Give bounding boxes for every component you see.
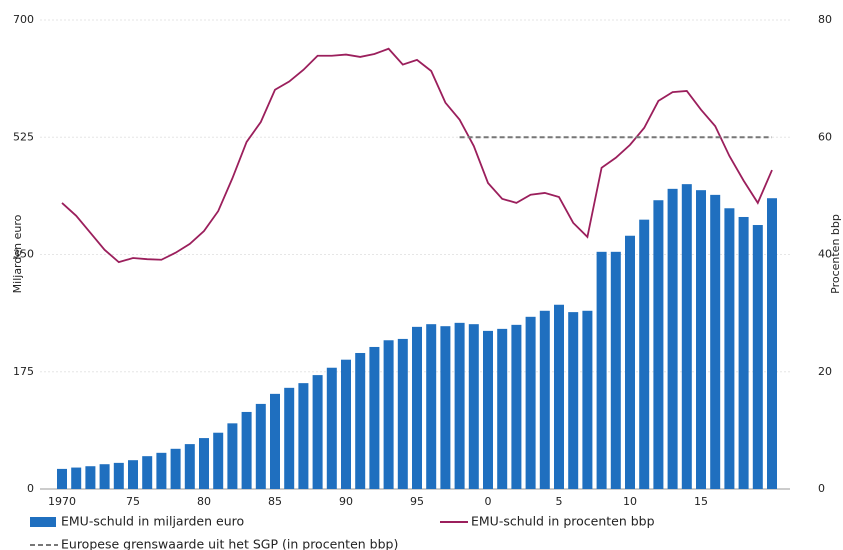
y2-tick-label: 80 — [818, 13, 832, 26]
bar — [270, 393, 280, 489]
x-tick-label: 85 — [268, 495, 282, 508]
legend-swatch — [30, 517, 56, 527]
bar — [341, 359, 351, 489]
bar — [681, 184, 692, 489]
bar — [355, 352, 366, 489]
bar — [653, 200, 664, 490]
bar — [483, 330, 493, 489]
x-tick-label: 95 — [410, 495, 424, 508]
x-tick-label: 90 — [339, 495, 353, 508]
bar — [241, 411, 252, 489]
legend-label: EMU-schuld in procenten bbp — [471, 514, 655, 529]
y-tick-label: 175 — [13, 365, 34, 378]
bar — [326, 367, 337, 489]
bar — [156, 452, 167, 489]
y2-tick-label: 60 — [818, 130, 832, 143]
bar — [554, 304, 564, 489]
x-tick-label: 0 — [485, 495, 492, 508]
bar — [426, 324, 437, 489]
bar — [312, 375, 323, 489]
bar — [184, 444, 195, 489]
y-tick-label: 525 — [13, 130, 34, 143]
bar — [284, 387, 295, 489]
line — [61, 47, 773, 264]
bar — [255, 403, 266, 489]
legend-label: EMU-schuld in miljarden euro — [61, 514, 244, 529]
bar — [213, 432, 224, 489]
bar — [767, 198, 777, 489]
bar — [113, 462, 124, 489]
bar — [539, 310, 550, 489]
bar — [625, 235, 635, 489]
x-tick-label: 80 — [197, 495, 211, 508]
bar — [142, 456, 153, 489]
x-tick-label: 75 — [126, 495, 140, 508]
bar — [752, 225, 763, 489]
x-tick-label: 15 — [694, 495, 708, 508]
bar — [724, 208, 735, 489]
y2-tick-label: 40 — [818, 248, 832, 261]
x-tick-label: 1970 — [48, 495, 76, 508]
bar — [440, 326, 451, 489]
bar — [511, 324, 522, 489]
y2-tick-label: 20 — [818, 365, 832, 378]
bar — [71, 467, 82, 489]
bar — [170, 448, 181, 489]
y2-tick-label: 0 — [818, 482, 825, 495]
bar — [610, 251, 621, 489]
bar — [582, 310, 593, 489]
bar — [85, 466, 96, 489]
bar — [383, 340, 394, 489]
bar — [710, 194, 721, 489]
bar — [369, 346, 380, 489]
bar — [667, 188, 678, 489]
bar — [454, 322, 465, 489]
bar — [497, 328, 508, 489]
bar — [696, 190, 706, 489]
bar — [568, 312, 579, 489]
bar — [199, 438, 209, 489]
bar — [298, 383, 309, 489]
bar — [397, 338, 408, 489]
bar — [468, 324, 479, 489]
bar — [227, 423, 238, 489]
bar — [639, 219, 650, 489]
y-tick-label: 700 — [13, 13, 34, 26]
y-axis-label: Miljarden euro — [11, 214, 24, 293]
bar — [525, 316, 536, 489]
legend-label: Europese grenswaarde uit het SGP (in pro… — [61, 537, 405, 550]
bar — [99, 464, 110, 489]
y-tick-label: 350 — [13, 248, 34, 261]
x-tick-label: 10 — [623, 495, 637, 508]
bar — [738, 216, 749, 490]
bar — [412, 326, 422, 489]
bar — [128, 460, 138, 489]
x-tick-label: 5 — [556, 495, 563, 508]
y-tick-label: 0 — [27, 482, 34, 495]
bar — [57, 468, 67, 489]
bar — [596, 251, 607, 489]
y2-axis-label: Procenten bbp — [829, 214, 842, 294]
